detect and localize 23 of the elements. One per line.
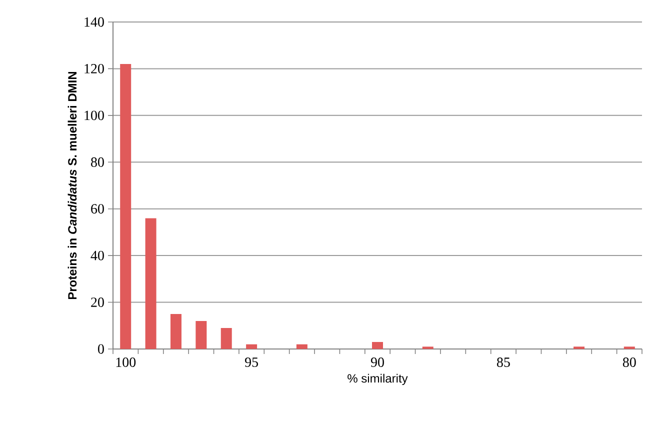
y-tick-label: 40 [90, 250, 104, 260]
bar [246, 344, 258, 349]
bar [372, 342, 384, 349]
x-tick-label: 85 [496, 358, 510, 367]
bar [145, 218, 156, 349]
x-tick-label: 100 [116, 358, 136, 367]
bar [170, 314, 182, 349]
y-axis-title: Proteins in Candidatus S. muelleri DMIN [68, 72, 77, 300]
y-tick-label: 120 [84, 64, 104, 74]
x-axis-title: % similarity [348, 374, 408, 386]
x-tick-label: 80 [622, 358, 636, 367]
bar [220, 328, 232, 349]
y-tick-label: 20 [91, 298, 104, 307]
y-tick-label: 60 [91, 204, 104, 214]
y-tick-label: 100 [84, 110, 104, 120]
bar [196, 320, 207, 349]
x-tick-label: 90 [370, 358, 384, 367]
y-tick-label: 80 [91, 157, 104, 167]
y-tick-label: 0 [98, 344, 104, 354]
bar [296, 344, 308, 349]
y-tick-label: 140 [84, 17, 104, 27]
bar [120, 64, 132, 349]
x-tick-label: 95 [245, 358, 258, 367]
